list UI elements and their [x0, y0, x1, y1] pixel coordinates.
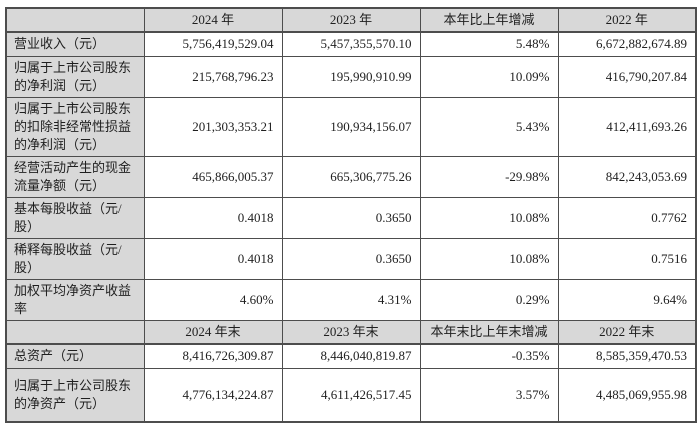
- header-2022: 2022 年: [557, 7, 697, 33]
- row-label: 归属于上市公司股东的净资产（元）: [5, 368, 145, 422]
- cell-change: 10.08%: [419, 237, 559, 280]
- header-2023: 2023 年: [281, 7, 421, 33]
- header-yoy-change: 本年比上年增减: [419, 7, 559, 33]
- table-row-total-assets: 总资产（元） 8,416,726,309.87 8,446,040,819.87…: [5, 343, 697, 369]
- cell-2024: 4,776,134,224.87: [143, 368, 283, 422]
- header-2024: 2024 年: [143, 7, 283, 33]
- cell-2022: 8,585,359,470.53: [557, 343, 697, 369]
- cell-2023: 190,934,156.07: [281, 96, 421, 157]
- cell-change: 3.57%: [419, 368, 559, 422]
- cell-2023: 5,457,355,570.10: [281, 31, 421, 57]
- row-label: 归属于上市公司股东的扣除非经常性损益的净利润（元）: [5, 96, 145, 157]
- cell-2023: 195,990,910.99: [281, 55, 421, 98]
- table-row-diluted-eps: 稀释每股收益（元/股） 0.4018 0.3650 10.08% 0.7516: [5, 237, 697, 280]
- cell-2022: 0.7516: [557, 237, 697, 280]
- header-row-year-end: 2024 年末 2023 年末 本年末比上年末增减 2022 年末: [5, 319, 697, 345]
- table-row-operating-cash-flow: 经营活动产生的现金流量净额（元） 465,866,005.37 665,306,…: [5, 155, 697, 198]
- table-row-basic-eps: 基本每股收益（元/股） 0.4018 0.3650 10.08% 0.7762: [5, 196, 697, 239]
- header-year-end-change: 本年末比上年末增减: [419, 319, 559, 345]
- header-empty-cell: [5, 319, 145, 345]
- cell-2022: 4,485,069,955.98: [557, 368, 697, 422]
- cell-2023: 4,611,426,517.45: [281, 368, 421, 422]
- financial-summary-table: 2024 年 2023 年 本年比上年增减 2022 年 营业收入（元） 5,7…: [5, 7, 697, 423]
- cell-2023: 0.3650: [281, 237, 421, 280]
- cell-2022: 412,411,693.26: [557, 96, 697, 157]
- table-row-net-assets: 归属于上市公司股东的净资产（元） 4,776,134,224.87 4,611,…: [5, 368, 697, 422]
- row-label: 基本每股收益（元/股）: [5, 196, 145, 239]
- row-label: 总资产（元）: [5, 343, 145, 369]
- header-empty-cell: [5, 7, 145, 33]
- row-label: 加权平均净资产收益率: [5, 278, 145, 321]
- table-row-revenue: 营业收入（元） 5,756,419,529.04 5,457,355,570.1…: [5, 31, 697, 57]
- cell-change: -0.35%: [419, 343, 559, 369]
- cell-2022: 416,790,207.84: [557, 55, 697, 98]
- header-2024-year-end: 2024 年末: [143, 319, 283, 345]
- cell-2024: 215,768,796.23: [143, 55, 283, 98]
- header-2022-year-end: 2022 年末: [557, 319, 697, 345]
- cell-2022: 0.7762: [557, 196, 697, 239]
- header-2023-year-end: 2023 年末: [281, 319, 421, 345]
- header-row-annual: 2024 年 2023 年 本年比上年增减 2022 年: [5, 7, 697, 33]
- cell-change: 5.48%: [419, 31, 559, 57]
- cell-2023: 0.3650: [281, 196, 421, 239]
- cell-2022: 6,672,882,674.89: [557, 31, 697, 57]
- cell-2024: 201,303,353.21: [143, 96, 283, 157]
- cell-2024: 465,866,005.37: [143, 155, 283, 198]
- cell-change: 5.43%: [419, 96, 559, 157]
- cell-2024: 5,756,419,529.04: [143, 31, 283, 57]
- cell-2022: 9.64%: [557, 278, 697, 321]
- cell-2024: 0.4018: [143, 237, 283, 280]
- cell-2023: 8,446,040,819.87: [281, 343, 421, 369]
- cell-change: 10.09%: [419, 55, 559, 98]
- table-row-weighted-avg-roe: 加权平均净资产收益率 4.60% 4.31% 0.29% 9.64%: [5, 278, 697, 321]
- table-row-deducted-net-profit: 归属于上市公司股东的扣除非经常性损益的净利润（元） 201,303,353.21…: [5, 96, 697, 157]
- row-label: 归属于上市公司股东的净利润（元）: [5, 55, 145, 98]
- cell-change: 10.08%: [419, 196, 559, 239]
- table-row-net-profit: 归属于上市公司股东的净利润（元） 215,768,796.23 195,990,…: [5, 55, 697, 98]
- cell-2022: 842,243,053.69: [557, 155, 697, 198]
- cell-2023: 665,306,775.26: [281, 155, 421, 198]
- cell-2023: 4.31%: [281, 278, 421, 321]
- cell-change: -29.98%: [419, 155, 559, 198]
- cell-2024: 4.60%: [143, 278, 283, 321]
- row-label: 稀释每股收益（元/股）: [5, 237, 145, 280]
- cell-change: 0.29%: [419, 278, 559, 321]
- cell-2024: 8,416,726,309.87: [143, 343, 283, 369]
- row-label: 经营活动产生的现金流量净额（元）: [5, 155, 145, 198]
- row-label: 营业收入（元）: [5, 31, 145, 57]
- cell-2024: 0.4018: [143, 196, 283, 239]
